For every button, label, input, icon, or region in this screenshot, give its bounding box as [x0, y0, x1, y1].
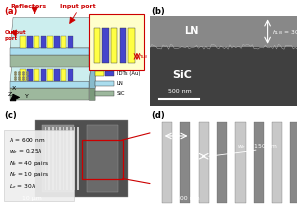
Bar [89, 14, 144, 70]
Text: LN: LN [117, 81, 124, 86]
Bar [34, 69, 39, 81]
Bar [68, 36, 73, 48]
Bar [56, 127, 57, 190]
Polygon shape [10, 88, 89, 100]
Text: Reflectors: Reflectors [11, 4, 47, 9]
Text: Z: Z [7, 92, 12, 97]
Text: SiC: SiC [117, 91, 125, 96]
Text: $h_{LN}$ = 300 nm: $h_{LN}$ = 300 nm [272, 28, 300, 37]
Bar [199, 122, 209, 203]
Bar [47, 36, 53, 48]
Bar [235, 122, 245, 203]
Text: Y: Y [25, 94, 28, 99]
Bar [27, 36, 32, 48]
Bar [272, 122, 282, 203]
Text: $N_r$ = 10 pairs: $N_r$ = 10 pairs [9, 170, 49, 180]
Bar [120, 27, 126, 63]
Bar [217, 122, 227, 203]
Bar [150, 47, 297, 106]
Bar [35, 120, 128, 197]
Text: $L_e$ = 30$\lambda$: $L_e$ = 30$\lambda$ [9, 182, 36, 191]
Polygon shape [10, 17, 92, 48]
Bar [59, 127, 61, 190]
Text: 10 μm: 10 μm [22, 196, 42, 201]
Bar [95, 91, 114, 96]
Bar [94, 27, 100, 63]
Bar [150, 16, 297, 47]
Bar [40, 69, 46, 81]
Polygon shape [10, 81, 89, 88]
Text: $\lambda$: $\lambda$ [173, 121, 179, 132]
Text: IDTs (Au): IDTs (Au) [117, 71, 140, 76]
Bar [34, 36, 39, 48]
Bar [102, 27, 109, 63]
Bar [105, 70, 114, 76]
Bar [54, 69, 60, 81]
Bar [27, 69, 32, 81]
Bar [180, 122, 190, 203]
Bar [42, 125, 74, 192]
Text: (d): (d) [152, 111, 165, 120]
Bar [61, 69, 66, 81]
Text: Output
port: Output port [4, 30, 26, 41]
Text: (a): (a) [4, 7, 18, 16]
Text: X: X [12, 86, 16, 91]
Bar [111, 27, 118, 63]
Polygon shape [10, 20, 95, 81]
Bar [74, 127, 75, 190]
Polygon shape [89, 27, 95, 100]
Bar [45, 127, 46, 190]
Bar [20, 69, 26, 81]
Polygon shape [10, 55, 89, 67]
Bar [54, 36, 60, 48]
Bar [86, 125, 118, 192]
Bar [20, 36, 26, 48]
Bar [290, 122, 300, 203]
Bar [95, 70, 104, 76]
Bar [162, 122, 172, 203]
Text: SiC: SiC [172, 70, 192, 80]
Text: (b): (b) [152, 7, 165, 16]
Text: $w_e$ = 0.25$\lambda$: $w_e$ = 0.25$\lambda$ [9, 147, 43, 156]
Polygon shape [10, 24, 92, 55]
Text: 500 nm: 500 nm [167, 89, 191, 94]
Bar [4, 130, 74, 201]
Text: $\lambda$ = 600 nm: $\lambda$ = 600 nm [9, 136, 45, 144]
Bar [77, 127, 79, 190]
Bar [48, 127, 50, 190]
Polygon shape [10, 48, 89, 55]
Polygon shape [89, 17, 92, 55]
Bar [66, 127, 68, 190]
Bar [82, 140, 122, 179]
Text: $w_e$ = 150 nm: $w_e$ = 150 nm [237, 142, 278, 151]
Bar [40, 36, 46, 48]
Polygon shape [10, 27, 95, 88]
Bar [95, 81, 114, 86]
Text: $h_{LN}$: $h_{LN}$ [138, 53, 149, 61]
Text: LN: LN [184, 26, 198, 35]
Bar [254, 122, 264, 203]
Text: 500 nm: 500 nm [176, 196, 200, 201]
Bar [63, 127, 64, 190]
Bar [47, 69, 53, 81]
Polygon shape [89, 20, 95, 88]
Bar [61, 36, 66, 48]
Bar [128, 27, 135, 63]
Bar [68, 69, 73, 81]
Polygon shape [89, 24, 92, 67]
Bar [70, 127, 72, 190]
Text: Input port: Input port [60, 4, 96, 9]
Text: (c): (c) [4, 111, 17, 120]
Bar [52, 127, 54, 190]
Text: $N_t$ = 40 pairs: $N_t$ = 40 pairs [9, 159, 49, 168]
